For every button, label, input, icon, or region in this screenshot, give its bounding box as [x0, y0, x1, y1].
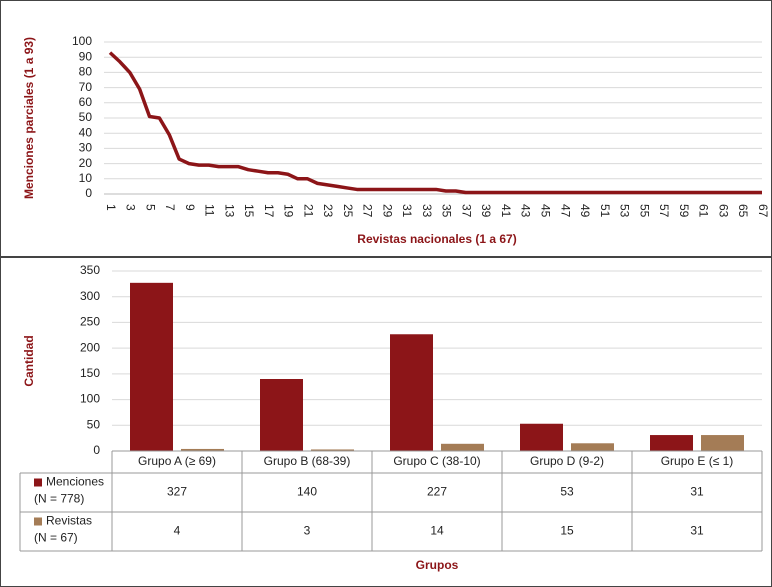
table-value: 140 — [297, 485, 317, 499]
panel-top — [0, 0, 772, 257]
bar — [571, 443, 614, 451]
table-value: 15 — [560, 524, 574, 538]
x-tick-label: Grupo E (≤ 1) — [661, 454, 734, 468]
legend-swatch — [34, 517, 42, 526]
y-tick-label: 90 — [79, 49, 93, 63]
x-tick-label: 63 — [716, 204, 730, 218]
y-tick-label: 100 — [80, 392, 100, 406]
bar — [650, 435, 693, 451]
x-axis-title: Grupos — [416, 558, 459, 572]
x-tick-label: 3 — [124, 204, 138, 211]
x-tick-label: 7 — [163, 204, 177, 211]
x-tick-label: 41 — [499, 204, 513, 218]
table-value: 327 — [167, 485, 187, 499]
table-value: 14 — [430, 524, 444, 538]
x-tick-label: 37 — [459, 204, 473, 218]
legend-label: Menciones (N = 778) — [34, 475, 104, 506]
x-tick-label: 1 — [104, 204, 118, 211]
bar — [130, 282, 173, 451]
x-axis-title: Revistas nacionales (1 a 67) — [357, 232, 516, 246]
line-series — [108, 51, 762, 195]
x-tick-label: 49 — [578, 204, 592, 218]
x-tick-label: 55 — [637, 204, 651, 218]
table-value: 31 — [690, 524, 704, 538]
y-tick-label: 30 — [79, 141, 93, 155]
y-tick-label: 150 — [80, 366, 100, 380]
x-tick-label: 39 — [479, 204, 493, 218]
x-tick-label: Grupo B (68-39) — [264, 454, 351, 468]
x-tick-label: 67 — [756, 204, 770, 218]
x-tick-label: Grupo D (9-2) — [530, 454, 604, 468]
table-value: 3 — [304, 524, 311, 538]
x-tick-label: 59 — [677, 204, 691, 218]
legend-label: Revistas (N = 67) — [34, 514, 92, 545]
x-tick-label: 13 — [222, 204, 236, 218]
x-tick-label: 9 — [183, 204, 197, 211]
y-tick-label: 350 — [80, 263, 100, 277]
legend-swatch — [34, 478, 42, 487]
y-tick-label: 70 — [79, 80, 93, 94]
y-tick-label: 0 — [93, 443, 100, 457]
y-tick-label: 60 — [79, 95, 93, 109]
bar — [390, 334, 433, 451]
x-tick-label: 65 — [736, 204, 750, 218]
y-tick-label: 10 — [79, 171, 93, 185]
bar — [311, 449, 354, 451]
x-tick-label: 11 — [203, 204, 217, 217]
y-tick-label: 20 — [79, 156, 93, 170]
y-tick-label: 40 — [79, 125, 93, 139]
x-tick-label: 35 — [440, 204, 454, 218]
x-tick-label: 5 — [143, 204, 157, 211]
x-tick-label: 15 — [242, 204, 256, 218]
x-tick-label: 29 — [380, 204, 394, 218]
x-tick-label: 57 — [657, 204, 671, 218]
x-tick-label: 21 — [301, 204, 315, 218]
table-value: 31 — [690, 485, 704, 499]
bar — [181, 448, 224, 451]
y-axis-title: Menciones parciales (1 a 93) — [22, 37, 36, 199]
y-tick-label: 50 — [87, 417, 101, 431]
x-tick-label: 23 — [321, 204, 335, 218]
table-value: 4 — [174, 524, 181, 538]
x-tick-label: 19 — [282, 204, 296, 218]
x-tick-label: 27 — [361, 204, 375, 218]
x-tick-label: 61 — [697, 204, 711, 218]
bar — [701, 435, 744, 451]
x-tick-label: Grupo A (≥ 69) — [138, 454, 216, 468]
x-tick-label: 33 — [420, 204, 434, 218]
x-tick-label: 51 — [598, 204, 612, 218]
x-tick-label: 45 — [538, 204, 552, 218]
y-tick-label: 200 — [80, 340, 100, 354]
y-tick-label: 100 — [72, 34, 92, 48]
panel-bottom — [0, 257, 772, 587]
y-tick-label: 0 — [85, 186, 92, 200]
table-value: 53 — [560, 485, 574, 499]
table-value: 227 — [427, 485, 447, 499]
bar — [260, 379, 303, 451]
y-axis-title: Cantidad — [22, 335, 36, 386]
x-tick-label: Grupo C (38-10) — [393, 454, 480, 468]
y-tick-label: 250 — [80, 315, 100, 329]
x-tick-label: 47 — [558, 204, 572, 218]
bar — [520, 423, 563, 451]
y-tick-label: 50 — [79, 110, 93, 124]
y-tick-label: 80 — [79, 65, 93, 79]
bar — [441, 443, 484, 451]
x-tick-label: 31 — [400, 204, 414, 218]
x-tick-label: 17 — [262, 204, 276, 218]
y-tick-label: 300 — [80, 289, 100, 303]
x-tick-label: 25 — [341, 204, 355, 218]
x-tick-label: 43 — [519, 204, 533, 218]
x-tick-label: 53 — [618, 204, 632, 218]
